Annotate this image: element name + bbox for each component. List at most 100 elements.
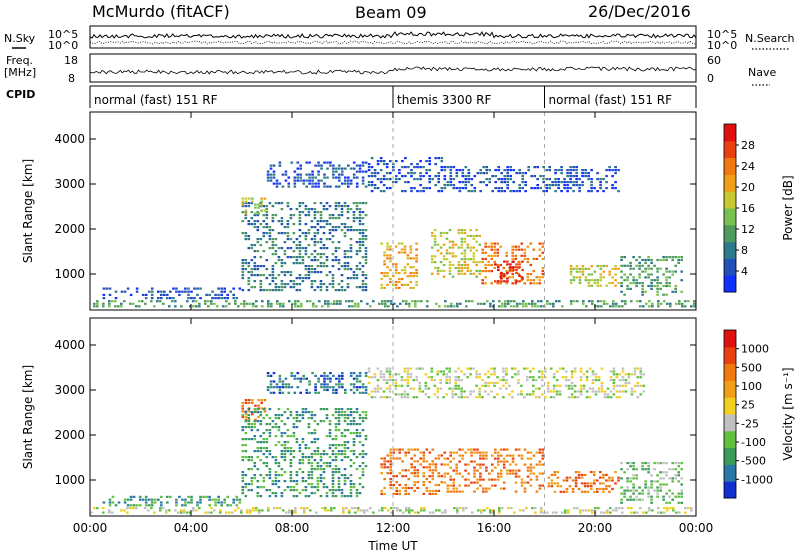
y-tick-label: 1000 [54, 473, 85, 487]
nave-label: Nave [748, 66, 776, 79]
search-label: N.Search [745, 32, 795, 45]
colorbar-label: Power [dB] [781, 175, 795, 240]
y-tick-label: 2000 [54, 428, 85, 442]
scatter-region [241, 408, 368, 498]
y-tick-label: 2000 [54, 222, 85, 236]
x-axis-label: Time UT [367, 539, 418, 553]
colorbar-segment [724, 346, 736, 365]
freq-label: Freq. [6, 54, 33, 67]
velocity-panel-group: 1000 2000 3000 4000 Slant Range [km] 00:00 04:… [21, 317, 795, 535]
colorbar-tick-label: -1000 [741, 473, 773, 486]
cpid-label: CPID [6, 88, 35, 101]
sky-tick-top-right: 10^5 [707, 28, 737, 41]
scatter-region [241, 399, 267, 421]
freq-unit-label: [MHz] [4, 66, 36, 79]
scatter-region [266, 372, 368, 394]
colorbar-frame [723, 329, 737, 499]
colorbar-segment [724, 464, 736, 482]
colorbar-tick-label: -500 [741, 455, 766, 468]
station-title: McMurdo (fitACF) [92, 2, 230, 21]
colorbar-segment [724, 208, 736, 226]
colorbar-segment [724, 447, 736, 465]
cpid-strip: normal (fast) 151 RF themis 3300 RF normal… [89, 85, 697, 108]
colorbar-tick-label: 100 [741, 380, 762, 393]
scatter-region [443, 166, 620, 193]
colorbar-segment [724, 174, 736, 192]
x-tick-label: 00:00 [679, 521, 714, 535]
search-noise-trace [89, 40, 697, 45]
sky-noise-trace [89, 30, 697, 39]
colorbar-segment [724, 224, 736, 243]
colorbar-tick-label: 1000 [741, 343, 769, 356]
y-tick-label: 4000 [54, 338, 85, 352]
freq-nave-strip [89, 53, 697, 83]
colorbar-tick-label: 12 [741, 223, 755, 236]
colorbar-segment [724, 140, 736, 159]
colorbar-segment [724, 330, 736, 348]
colorbar-segment [724, 157, 736, 175]
colorbar-segment [724, 258, 736, 276]
colorbar-segment [724, 380, 736, 398]
colorbar-tick-label: 20 [741, 181, 755, 194]
x-tick-label: 20:00 [578, 521, 613, 535]
scatter-region [367, 367, 646, 399]
x-tick-label: 16:00 [477, 521, 512, 535]
scatter-region [367, 157, 444, 193]
colorbar-tick-label: 24 [741, 160, 755, 173]
colorbar-segment [724, 397, 736, 415]
scatter-region [90, 507, 693, 514]
x-tick-label: 08:00 [275, 521, 310, 535]
colorbar-segment [724, 430, 736, 449]
y-tick-label: 3000 [54, 177, 85, 191]
sky-tick-bottom-left: 10^0 [48, 39, 78, 52]
scatter-region [547, 471, 620, 493]
colorbar-segment [724, 275, 736, 293]
colorbar-tick-label: -100 [741, 436, 766, 449]
scatter-region [443, 448, 545, 493]
scatter-region [380, 242, 418, 289]
cpid-segment-label: normal (fast) 151 RF [549, 93, 673, 107]
scatter-region [241, 202, 368, 292]
colorbar-tick-label: 8 [741, 244, 748, 257]
colorbar-tick-label: 25 [741, 399, 755, 412]
sky-search-strip [89, 25, 697, 49]
colorbar-segment [724, 414, 736, 432]
colorbar-segment [724, 363, 736, 381]
y-tick-label: 1000 [54, 267, 85, 281]
scatter-region [93, 300, 696, 308]
colorbar-tick-label: 500 [741, 361, 762, 374]
scatter-region [380, 448, 444, 495]
cpid-segment-label: normal (fast) 151 RF [94, 93, 218, 107]
scatter-region [569, 265, 620, 287]
power-panel-group: 1000 2000 3000 4000 Slant Range [km] 4 8 12 16 20… [21, 111, 795, 311]
nave-tick-top: 60 [707, 54, 721, 67]
y-axis-label: Slant Range [km] [21, 159, 35, 263]
scatter-region [102, 495, 242, 507]
sky-tick-top-left: 10^5 [48, 28, 78, 41]
scatter-region [241, 197, 267, 215]
scatter-region [620, 256, 683, 296]
y-axis-label: Slant Range [km] [21, 365, 35, 469]
colorbar-label: Velocity [m s⁻¹] [781, 367, 795, 460]
y-tick-label: 3000 [54, 383, 85, 397]
scatter-region [102, 287, 242, 300]
scatter-region [494, 260, 524, 283]
sky-tick-bottom-right: 10^0 [707, 39, 737, 52]
date-title: 26/Dec/2016 [588, 2, 691, 21]
scatter-region [620, 462, 683, 504]
colorbar-tick-label: -25 [741, 417, 759, 430]
strip-traces [89, 30, 697, 75]
sky-label: N.Sky [4, 32, 36, 45]
colorbar-tick-label: 16 [741, 202, 755, 215]
freq-tick-top: 18 [64, 54, 78, 67]
beam-title: Beam 09 [355, 3, 427, 22]
x-tick-label: 04:00 [174, 521, 209, 535]
colorbar-segment [724, 191, 736, 209]
colorbar-tick-label: 4 [741, 265, 748, 278]
x-tick-label: 00:00 [73, 521, 108, 535]
colorbar-segment [724, 124, 736, 142]
colorbar-segment [724, 481, 736, 499]
x-tick-label: 12:00 [376, 521, 411, 535]
scatter-region [481, 242, 545, 285]
